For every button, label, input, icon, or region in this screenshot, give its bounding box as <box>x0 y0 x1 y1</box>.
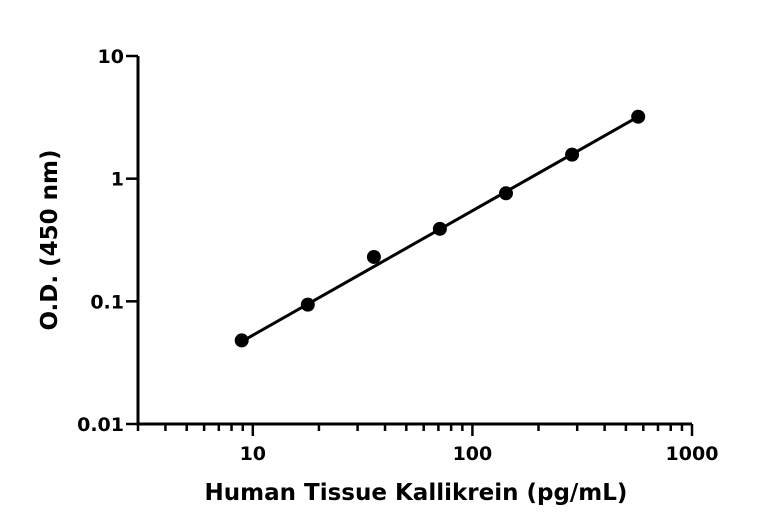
x-tick-label: 1000 <box>666 443 719 465</box>
y-tick-label: 1 <box>111 169 124 191</box>
y-axis-label: O.D. (450 nm) <box>37 149 63 330</box>
x-axis-label: Human Tissue Kallikrein (pg/mL) <box>205 480 628 506</box>
data-point <box>631 109 646 124</box>
data-point <box>498 186 513 201</box>
data-point <box>234 333 249 348</box>
y-tick-label: 10 <box>98 46 124 68</box>
y-tick-label: 0.01 <box>77 414 124 436</box>
data-point <box>366 249 381 264</box>
data-points <box>234 109 646 348</box>
y-axis-ticks: 0.01 0.1 1 10 <box>77 46 138 436</box>
x-axis-ticks: 10 100 1000 <box>136 424 719 465</box>
axes <box>136 56 692 426</box>
x-tick-label: 100 <box>453 443 493 465</box>
data-point <box>300 297 315 312</box>
data-point <box>432 221 447 236</box>
data-point <box>565 147 580 162</box>
y-tick-label: 0.1 <box>90 291 124 313</box>
x-tick-label: 10 <box>240 443 266 465</box>
